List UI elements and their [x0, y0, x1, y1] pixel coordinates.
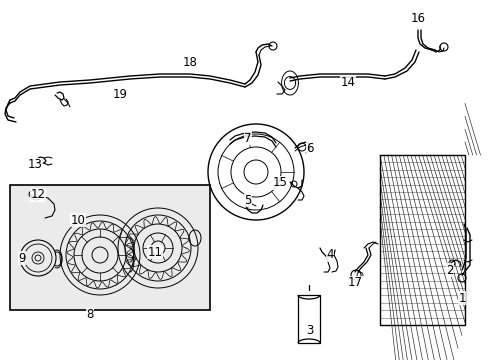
- Text: 6: 6: [305, 141, 313, 154]
- Text: 3: 3: [305, 324, 313, 337]
- Text: 18: 18: [182, 55, 197, 68]
- Text: 7: 7: [244, 131, 251, 144]
- Bar: [379, 155, 464, 325]
- Text: 9: 9: [18, 252, 26, 265]
- Text: 1: 1: [457, 292, 465, 305]
- Text: 14: 14: [340, 76, 355, 89]
- Bar: [297, 295, 319, 343]
- Text: 15: 15: [272, 176, 287, 189]
- Text: 2: 2: [446, 264, 453, 276]
- Text: 5: 5: [244, 194, 251, 207]
- Text: 8: 8: [86, 309, 94, 321]
- Text: 13: 13: [27, 158, 42, 171]
- Text: 12: 12: [30, 189, 45, 202]
- Text: 4: 4: [325, 248, 333, 261]
- Bar: [10, 185, 209, 310]
- Text: 11: 11: [147, 246, 162, 258]
- Text: 16: 16: [409, 12, 425, 24]
- Text: 10: 10: [70, 213, 85, 226]
- Text: 19: 19: [112, 89, 127, 102]
- Text: 17: 17: [347, 276, 362, 289]
